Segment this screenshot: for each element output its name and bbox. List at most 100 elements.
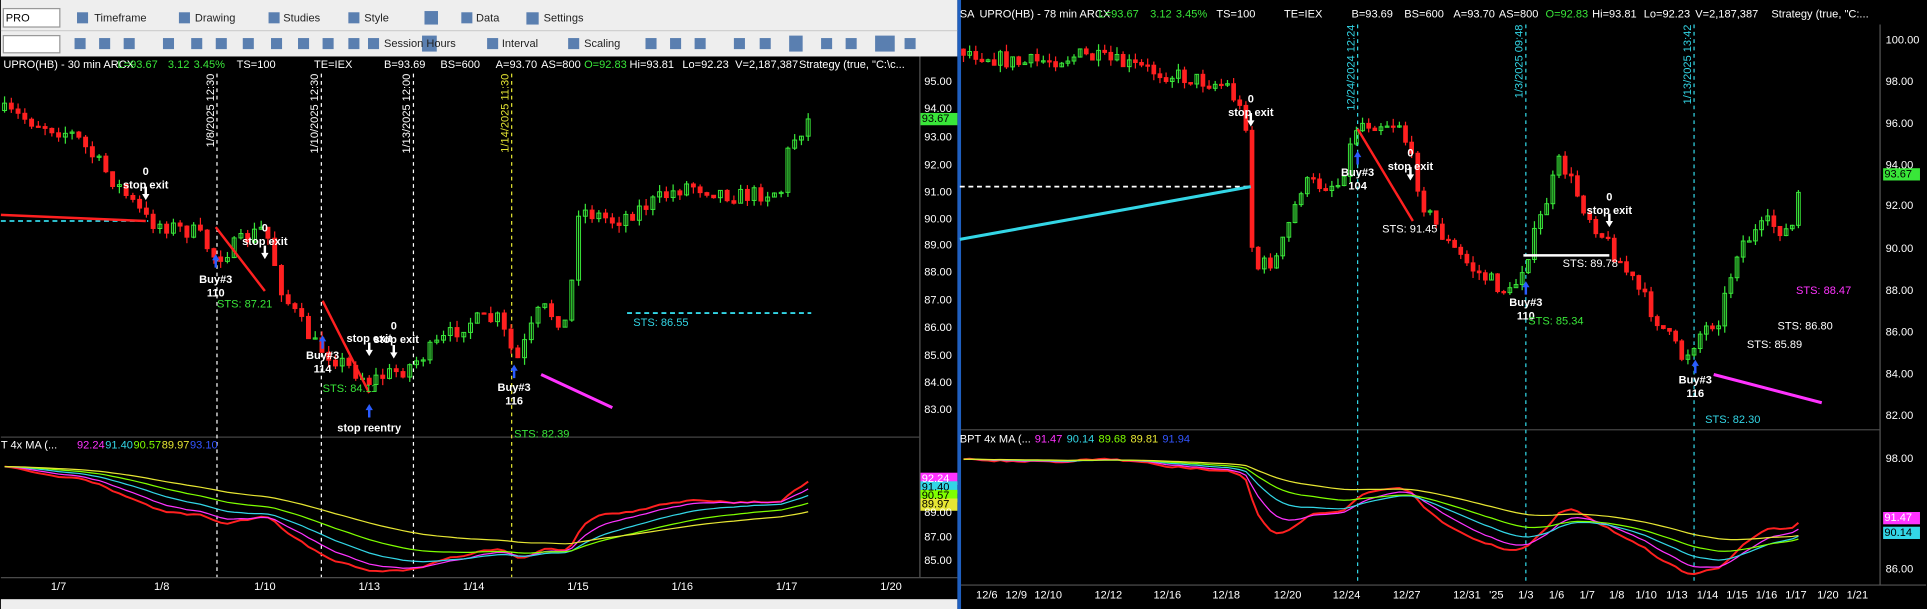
price-tick: 90.00: [924, 214, 952, 226]
candle: [1446, 238, 1451, 242]
symbol-box[interactable]: [2, 7, 61, 28]
candle: [1016, 56, 1022, 66]
candle: [1022, 62, 1028, 66]
buy-arrow: [318, 335, 327, 349]
price-tick: 88.00: [924, 266, 952, 278]
candle: [508, 328, 514, 349]
candle: [1397, 125, 1402, 128]
candle: [1482, 272, 1488, 281]
candle: [393, 368, 399, 373]
candle: [414, 360, 419, 366]
price-tick: 88.00: [1886, 285, 1914, 297]
candle: [1630, 271, 1635, 277]
candle: [1040, 60, 1046, 63]
candle: [306, 315, 311, 340]
candle: [785, 147, 791, 193]
trade-line: [959, 185, 1252, 241]
candle: [481, 312, 487, 315]
candle: [603, 212, 609, 219]
candle: [542, 303, 548, 308]
candle: [35, 125, 41, 128]
candle: [1691, 348, 1697, 356]
candle: [1495, 273, 1500, 293]
candle: [1421, 190, 1427, 213]
candle: [1108, 51, 1114, 61]
toolbar-icons: [74, 11, 916, 52]
candle: [333, 359, 338, 367]
ma-line: [963, 458, 1799, 568]
price-box: [920, 498, 958, 511]
date-marker-label: 1/13/2025 12:00: [401, 74, 413, 154]
candle: [1501, 291, 1507, 294]
candle: [1654, 316, 1660, 327]
ma-line: [4, 465, 809, 563]
candle: [1618, 260, 1623, 264]
time-tick: 1/17: [1785, 589, 1807, 601]
price-box-label: 93.67: [1884, 168, 1912, 180]
candle: [1169, 77, 1175, 82]
candle: [1096, 49, 1101, 61]
candle: [312, 337, 318, 340]
symbol-box-2[interactable]: [2, 34, 61, 54]
exit-arrow: [1247, 112, 1255, 127]
time-tick: 1/21: [1847, 589, 1869, 601]
time-tick: 1/6: [1549, 589, 1564, 601]
candle: [218, 256, 224, 262]
header-item: A=93.70: [496, 59, 537, 71]
candle: [1519, 272, 1525, 286]
candle: [339, 357, 345, 367]
candle: [1556, 155, 1562, 176]
sts-label: STS: 82.39: [514, 429, 569, 441]
candle: [1703, 325, 1709, 335]
exit-arrow: [142, 186, 150, 201]
candle: [454, 327, 460, 338]
candle: [751, 187, 757, 201]
candle: [1280, 236, 1286, 257]
candle: [704, 192, 710, 196]
candle: [562, 319, 568, 328]
price-tick: 84.00: [1886, 368, 1914, 380]
indicator-header: 90.57: [133, 440, 161, 452]
time-tick: 12/18: [1212, 589, 1240, 601]
time-tick: 12/6: [976, 589, 998, 601]
candle: [251, 228, 257, 243]
candle: [1661, 325, 1666, 329]
candle: [973, 51, 979, 60]
sts-label: STS: 91.45: [1382, 224, 1437, 236]
menu-item: Data: [476, 12, 500, 24]
candle: [1458, 246, 1464, 255]
left-statusbar: [0, 599, 958, 609]
candle: [1053, 61, 1058, 68]
candle: [771, 192, 777, 198]
candle: [170, 222, 176, 234]
candle: [1292, 204, 1298, 224]
candle: [1354, 130, 1359, 145]
candle: [1255, 246, 1261, 270]
note: 0: [1248, 93, 1254, 105]
header-item: AS=800: [1499, 9, 1539, 21]
candle: [1667, 327, 1672, 332]
price-box-label: 91.40: [922, 481, 950, 493]
candle: [1759, 220, 1764, 231]
header-item: UPRO(HB) - 78 min ARCX: [979, 9, 1110, 21]
candle: [1311, 177, 1316, 180]
candle: [630, 213, 636, 221]
candle: [272, 237, 278, 267]
price-tick: 95.00: [924, 76, 952, 88]
time-tick: 1/16: [1756, 589, 1778, 601]
buy-arrow: [1522, 281, 1530, 295]
candle: [1341, 175, 1347, 187]
header-item: TS=100: [237, 59, 276, 71]
price-tick: 94.00: [1886, 160, 1914, 172]
price-box: [1883, 512, 1920, 525]
price-tick: 83.00: [924, 404, 952, 416]
candle: [1225, 83, 1230, 86]
candle: [1145, 64, 1151, 67]
sts-label: STS: 88.47: [1796, 285, 1851, 297]
candle: [1538, 214, 1543, 229]
note: 114: [314, 363, 333, 375]
header-item: B=93.69: [384, 59, 425, 71]
time-tick: 12/16: [1153, 589, 1181, 601]
indicator-header: 92.24: [77, 440, 105, 452]
